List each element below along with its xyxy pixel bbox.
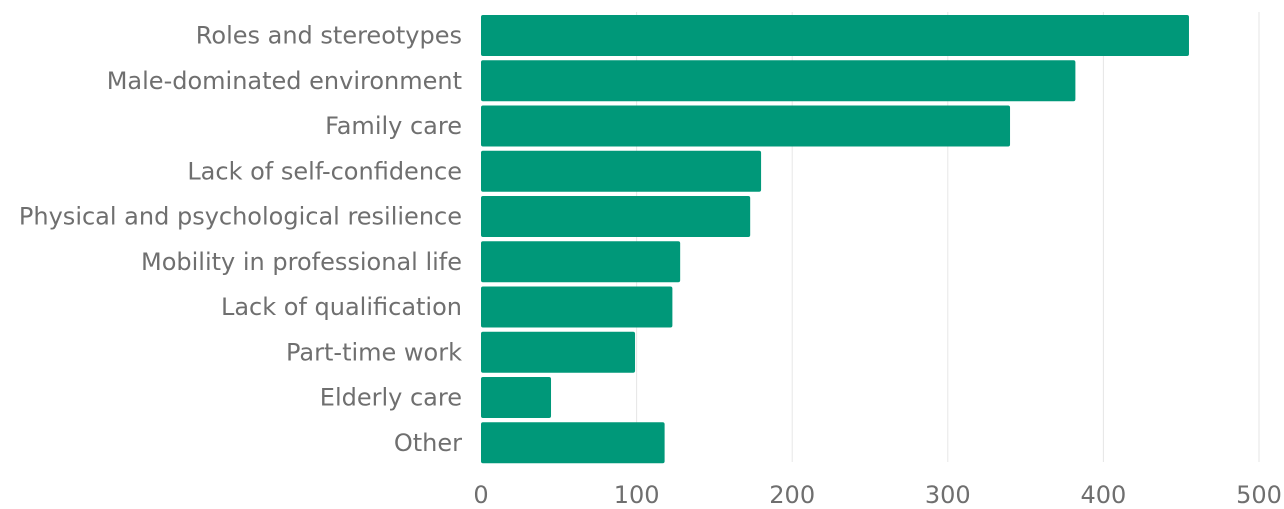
category-labels: Roles and stereotypes Male-dominated envi…: [19, 22, 462, 457]
category-label: Mobility in professional life: [141, 248, 462, 276]
x-axis-ticks: 0 100 200 300 400 500: [473, 481, 1282, 509]
x-tick-label: 0: [473, 481, 488, 505]
category-label: Lack of self-confidence: [187, 157, 462, 185]
x-tick-label: 300: [925, 481, 971, 505]
bar[interactable]: [481, 422, 665, 464]
category-label: Male-dominated environment: [107, 67, 462, 95]
category-label: Physical and psychological resilience: [19, 203, 462, 231]
x-tick-label: 400: [1080, 481, 1126, 505]
bar[interactable]: [481, 331, 636, 373]
bar[interactable]: [481, 286, 673, 328]
x-tick-label: 100: [614, 481, 660, 505]
category-label: Roles and stereotypes: [196, 22, 462, 50]
category-label: Other: [394, 429, 462, 457]
bar[interactable]: [481, 105, 1011, 147]
bar[interactable]: [481, 241, 681, 283]
category-label: Family care: [325, 112, 462, 140]
category-label: Part-time work: [286, 338, 462, 366]
x-tick-label: 200: [769, 481, 815, 505]
bar[interactable]: [481, 150, 762, 192]
x-tick-label: 500: [1236, 481, 1282, 505]
category-label: Elderly care: [320, 384, 462, 412]
bar[interactable]: [481, 15, 1189, 56]
bar[interactable]: [481, 196, 751, 237]
bar-layer: [481, 15, 1189, 464]
bar[interactable]: [481, 60, 1076, 102]
category-label: Lack of qualification: [221, 293, 462, 321]
bar[interactable]: [481, 377, 552, 418]
